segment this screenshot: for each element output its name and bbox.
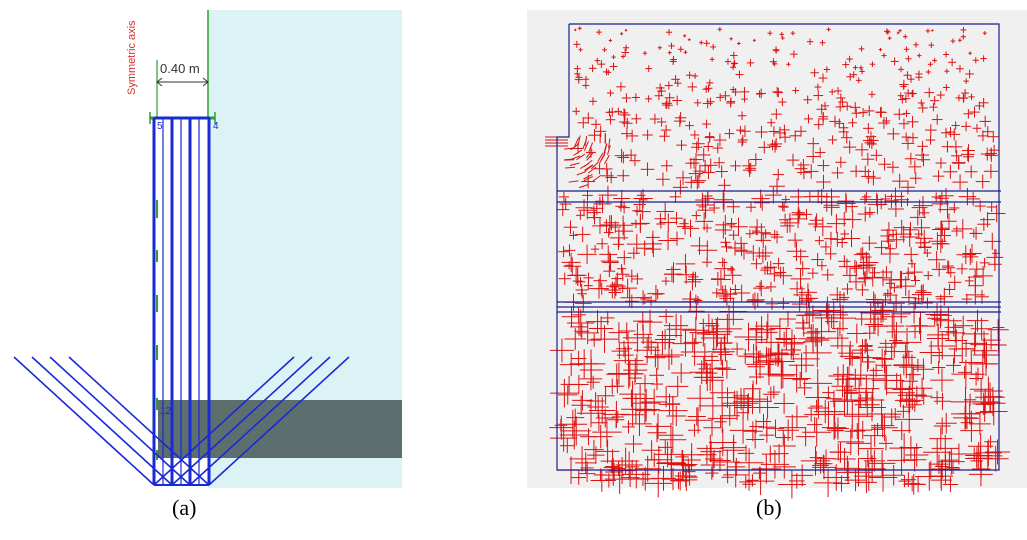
diagonal-line — [31, 356, 173, 486]
diagonal-line — [171, 356, 313, 486]
crack-mark — [604, 154, 610, 165]
crack-mark — [564, 147, 575, 150]
crack-mark — [587, 166, 597, 174]
crack-mark — [583, 175, 593, 182]
node-label-5: 5 — [157, 121, 163, 132]
crack-mark — [592, 174, 602, 182]
panel-a-model: Symmetric axis 0.40 m — [0, 0, 410, 500]
diagonal-interface-lines — [13, 356, 350, 486]
crack-mark — [569, 162, 580, 166]
crack-mark — [583, 141, 589, 151]
crack-mark — [584, 159, 593, 167]
crack-mark — [582, 139, 587, 150]
caption-a: (a) — [172, 495, 197, 520]
diagonal-line — [49, 356, 191, 486]
diagonal-line — [68, 356, 210, 486]
outer-boundary — [556, 23, 1000, 471]
crack-mark — [608, 138, 611, 149]
node-label-12: 12 — [160, 406, 172, 417]
crack-marks — [545, 26, 1010, 499]
model-geometry-svg: Symmetric axis 0.40 m — [13, 10, 402, 488]
dimension-arrow-left — [156, 77, 163, 87]
dimension-label: 0.40 m — [160, 61, 200, 76]
diagonal-line — [153, 356, 295, 486]
crack-mark — [588, 142, 594, 153]
diagonal-line — [189, 356, 331, 486]
crack-mark — [577, 135, 581, 146]
crack-mark — [573, 149, 583, 156]
pile-inner-lines — [162, 118, 200, 485]
crack-mark — [583, 173, 593, 180]
dimension-arrow-right — [202, 77, 209, 87]
crack-mark — [590, 161, 599, 170]
diagonal-line — [208, 356, 350, 486]
crack-mark — [597, 152, 604, 162]
crack-mark — [578, 184, 589, 189]
crack-mark — [565, 166, 576, 169]
soil-layer-band — [158, 400, 402, 458]
crack-mark — [603, 143, 608, 154]
caption-b: (b) — [756, 495, 782, 520]
model-boundaries — [556, 23, 1001, 471]
symmetric-axis-label: Symmetric axis — [126, 20, 138, 95]
crack-mark — [599, 154, 606, 164]
crack-mark — [584, 164, 594, 172]
crack-mark — [576, 153, 586, 161]
crack-mark — [574, 137, 580, 147]
node-ticks — [149, 112, 216, 124]
crack-mark — [586, 149, 593, 159]
crack-mark — [607, 145, 611, 155]
crack-pattern-svg — [527, 10, 1027, 499]
node-label-4: 4 — [213, 121, 219, 132]
crack-mark — [576, 170, 587, 176]
crack-mark — [568, 180, 579, 183]
crack-mark — [586, 152, 594, 161]
pile-lines — [152, 118, 211, 485]
panel-b-crack-pattern — [520, 0, 1027, 500]
crack-mark — [570, 143, 579, 151]
diagonal-line — [13, 356, 155, 486]
crack-mark — [564, 158, 575, 161]
